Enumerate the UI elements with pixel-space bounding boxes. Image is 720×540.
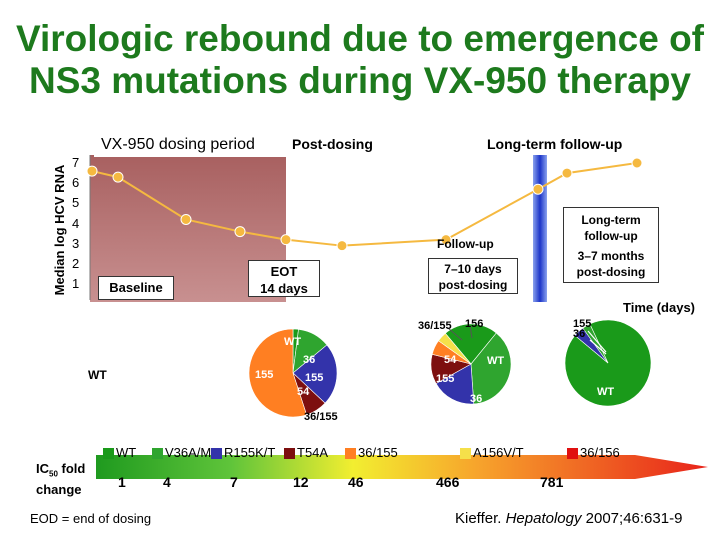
eot-pie-label-36: 36 <box>303 354 316 366</box>
follow-up-label: Follow-up <box>437 237 494 251</box>
pie-slice-1-4 <box>248 328 307 418</box>
eot-pie-label-wt-left: WT <box>88 368 107 382</box>
y-axis-label: Median log HCV RNA <box>52 164 67 296</box>
ic50-value-3: 12 <box>293 474 309 490</box>
data-point-2 <box>180 213 192 225</box>
fu-leader-line-1 <box>469 325 473 339</box>
fu-pie-label-155: 155 <box>436 373 455 385</box>
long-term-box: Long-term follow-up 3–7 months post-dosi… <box>563 207 659 283</box>
lt-pie-label-wt: WT <box>597 386 615 398</box>
data-point-7 <box>532 183 544 195</box>
fu-pie-label-36-155: 36/155 <box>418 320 452 332</box>
dosing-period-label: VX-950 dosing period <box>101 136 255 153</box>
long-term-separator-bar <box>533 155 547 302</box>
data-point-1 <box>112 171 124 183</box>
eot-box: EOT 14 days <box>248 260 320 297</box>
x-axis-label: Time (days) <box>623 300 696 315</box>
ic50-value-6: 781 <box>540 474 564 490</box>
fu-pie-label-54: 54 <box>444 354 457 366</box>
legend-swatch-4 <box>345 448 356 459</box>
baseline-box: Baseline <box>98 276 174 300</box>
fu-pie-label-156: 156 <box>465 318 484 330</box>
footnote: EOD = end of dosing <box>30 511 152 526</box>
fu-leader-line-0 <box>447 327 463 341</box>
title-line-2: NS3 mutations during VX-950 therapy <box>28 60 692 101</box>
y-tick-label: 2 <box>72 255 80 271</box>
follow-up-box: 7–10 days post-dosing <box>428 258 518 294</box>
leader-line-0 <box>587 330 607 353</box>
legend-swatch-6 <box>567 448 578 459</box>
data-point-5 <box>336 240 348 252</box>
pie-slice-2-0 <box>444 323 497 365</box>
lt-pie-label-155: 155 <box>573 318 592 330</box>
ic50-value-4: 46 <box>348 474 364 490</box>
post-dosing-label: Post-dosing <box>292 136 373 152</box>
lt-pie-label-36: 36 <box>573 328 586 340</box>
ic50-row-label: IC50 fold change <box>36 461 86 497</box>
fu-pie-label-wt: WT <box>487 355 505 367</box>
legend-swatch-5 <box>460 448 471 459</box>
long-term-header: Long-term follow-up <box>487 136 623 152</box>
eot-pie-label-54: 54 <box>297 386 310 398</box>
pie-slice-2-2 <box>435 363 475 405</box>
eot-pie-label-155b: 155 <box>305 372 324 384</box>
fu-pie-label-36: 36 <box>470 393 483 405</box>
legend-label-3: T54A <box>297 445 329 460</box>
pie-slice-3-0 <box>564 319 652 407</box>
data-point-4 <box>280 234 292 246</box>
ic50-value-0: 1 <box>118 474 126 490</box>
title-line-1: Virologic rebound due to emergence of <box>15 18 705 59</box>
y-tick-label: 3 <box>72 235 80 251</box>
data-point-6 <box>440 234 452 246</box>
legend-label-5: A156V/T <box>473 445 524 460</box>
y-tick-label: 4 <box>72 215 80 231</box>
legend-swatch-1 <box>152 448 163 459</box>
pie-slice-3-2 <box>582 323 609 364</box>
pie-slice-2-5 <box>438 332 472 365</box>
legend-label-0: WT <box>116 445 137 460</box>
legend-label-2: R155K/T <box>224 445 276 460</box>
y-tick-label: 6 <box>72 175 80 191</box>
ic50-value-2: 7 <box>230 474 238 490</box>
eot-pie-label-155: 155 <box>255 369 274 381</box>
data-point-8 <box>561 167 573 179</box>
pie-slice-2-1 <box>470 332 512 405</box>
ic50-value-1: 4 <box>163 474 171 490</box>
ic50-value-5: 466 <box>436 474 460 490</box>
citation: Kieffer. Hepatology 2007;46:631-9 <box>455 510 683 527</box>
data-point-9 <box>631 157 643 169</box>
ic50-gradient-arrow <box>96 455 708 479</box>
y-tick-label: 1 <box>72 276 80 291</box>
data-point-0 <box>86 165 98 177</box>
leader-line-1 <box>589 339 607 355</box>
data-point-3 <box>234 226 246 238</box>
legend-label-4: 36/155 <box>358 445 398 460</box>
legend-swatch-2 <box>211 448 222 459</box>
y-tick-label: 7 <box>72 155 80 170</box>
eot-pie-label-36-155: 36/155 <box>304 411 338 423</box>
legend-label-6: 36/156 <box>580 445 620 460</box>
y-tick-label: 5 <box>72 195 80 211</box>
series-line <box>91 162 638 247</box>
legend-swatch-0 <box>103 448 114 459</box>
pie-slice-1-2 <box>292 344 338 404</box>
legend-label-1: V36A/M <box>165 445 212 460</box>
legend-swatch-3 <box>284 448 295 459</box>
eot-pie-label-wt: WT <box>284 336 302 348</box>
